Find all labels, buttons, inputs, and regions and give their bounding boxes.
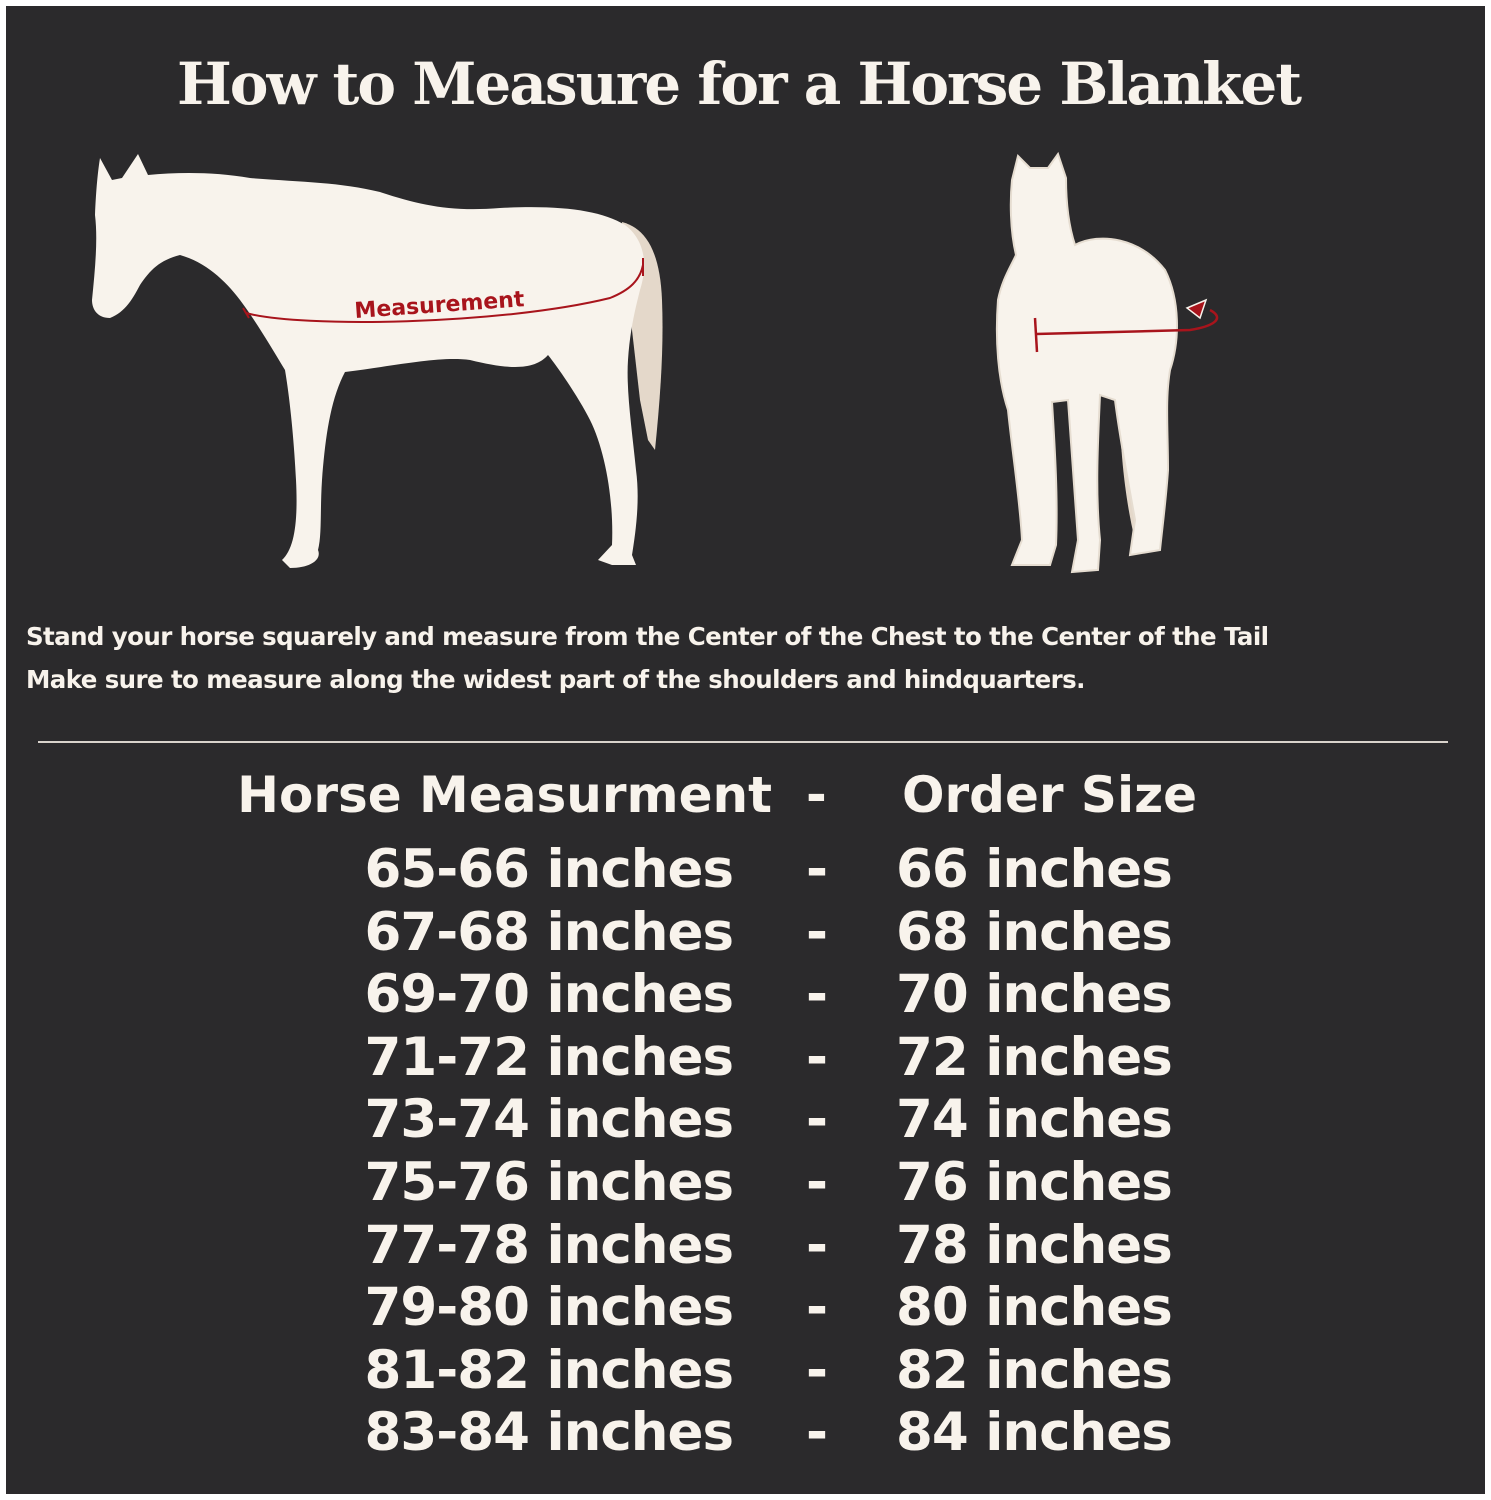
separator-cell: - — [806, 1214, 828, 1276]
separator-cell: - — [806, 1277, 828, 1339]
measurement-line — [245, 264, 644, 323]
size-cell: 72 inches — [896, 1026, 1173, 1088]
separator-cell: - — [806, 1089, 828, 1151]
measurement-cell: 79-80 inches — [364, 1277, 734, 1339]
separator-cell: - — [806, 1152, 828, 1213]
table-row: 81-82 inches - 82 inches — [6, 1340, 1485, 1402]
measurement-cell: 71-72 inches — [364, 1026, 734, 1088]
separator-cell: - — [806, 1402, 828, 1464]
size-cell: 76 inches — [896, 1152, 1173, 1213]
size-cell: 66 inches — [896, 839, 1173, 900]
size-cell: 82 inches — [896, 1339, 1173, 1401]
table-row: 69-70 inches - 70 inches — [6, 964, 1485, 1026]
column-header-measurement: Horse Measurment — [237, 766, 772, 824]
size-cell: 84 inches — [896, 1402, 1173, 1464]
instruction-line-1: Stand your horse squarely and measure fr… — [26, 622, 1269, 651]
front-measurement-tick — [1033, 317, 1039, 353]
table-row: 65-66 inches - 66 inches — [6, 839, 1485, 901]
horse-side-view-illustration: Measurement — [92, 154, 663, 568]
size-cell: 68 inches — [896, 901, 1173, 963]
measurement-cell: 81-82 inches — [364, 1339, 734, 1401]
separator-cell: - — [806, 839, 828, 900]
table-row: 67-68 inches - 68 inches — [6, 902, 1485, 964]
size-cell: 78 inches — [896, 1214, 1173, 1276]
table-row: 71-72 inches - 72 inches — [6, 1027, 1485, 1089]
page-title: How to Measure for a Horse Blanket — [176, 50, 1302, 118]
horse-front-view-illustration — [995, 151, 1219, 574]
table-row: 73-74 inches - 74 inches — [6, 1089, 1485, 1151]
size-cell: 70 inches — [896, 964, 1173, 1026]
table-row: 77-78 inches - 78 inches — [6, 1215, 1485, 1277]
measurement-cell: 73-74 inches — [364, 1089, 734, 1151]
table-row: 75-76 inches - 76 inches — [6, 1152, 1485, 1214]
size-cell: 74 inches — [896, 1089, 1173, 1151]
measurement-cell: 77-78 inches — [364, 1214, 734, 1276]
infographic-panel: How to Measure for a Horse Blanket Measu… — [6, 6, 1485, 1494]
arrow-icon — [1185, 298, 1208, 320]
measurement-start-tick — [242, 307, 250, 319]
horse-front-body — [995, 151, 1178, 574]
measurement-cell: 67-68 inches — [364, 901, 734, 963]
front-measurement-line — [1035, 308, 1219, 336]
divider — [38, 741, 1448, 743]
size-cell: 80 inches — [896, 1277, 1173, 1339]
separator-cell: - — [806, 1026, 828, 1088]
column-header-separator: - — [806, 766, 827, 824]
measurement-cell: 75-76 inches — [364, 1152, 734, 1213]
table-row: 83-84 inches - 84 inches — [6, 1402, 1485, 1464]
table-row: 79-80 inches - 80 inches — [6, 1277, 1485, 1339]
column-header-size: Order Size — [902, 766, 1198, 824]
measurement-cell: 65-66 inches — [364, 839, 734, 900]
horse-side-body — [92, 154, 645, 568]
measurement-cell: 69-70 inches — [364, 964, 734, 1026]
separator-cell: - — [806, 964, 828, 1026]
separator-cell: - — [806, 901, 828, 963]
separator-cell: - — [806, 1339, 828, 1401]
instruction-line-2: Make sure to measure along the widest pa… — [26, 665, 1085, 694]
measurement-cell: 83-84 inches — [364, 1402, 734, 1464]
